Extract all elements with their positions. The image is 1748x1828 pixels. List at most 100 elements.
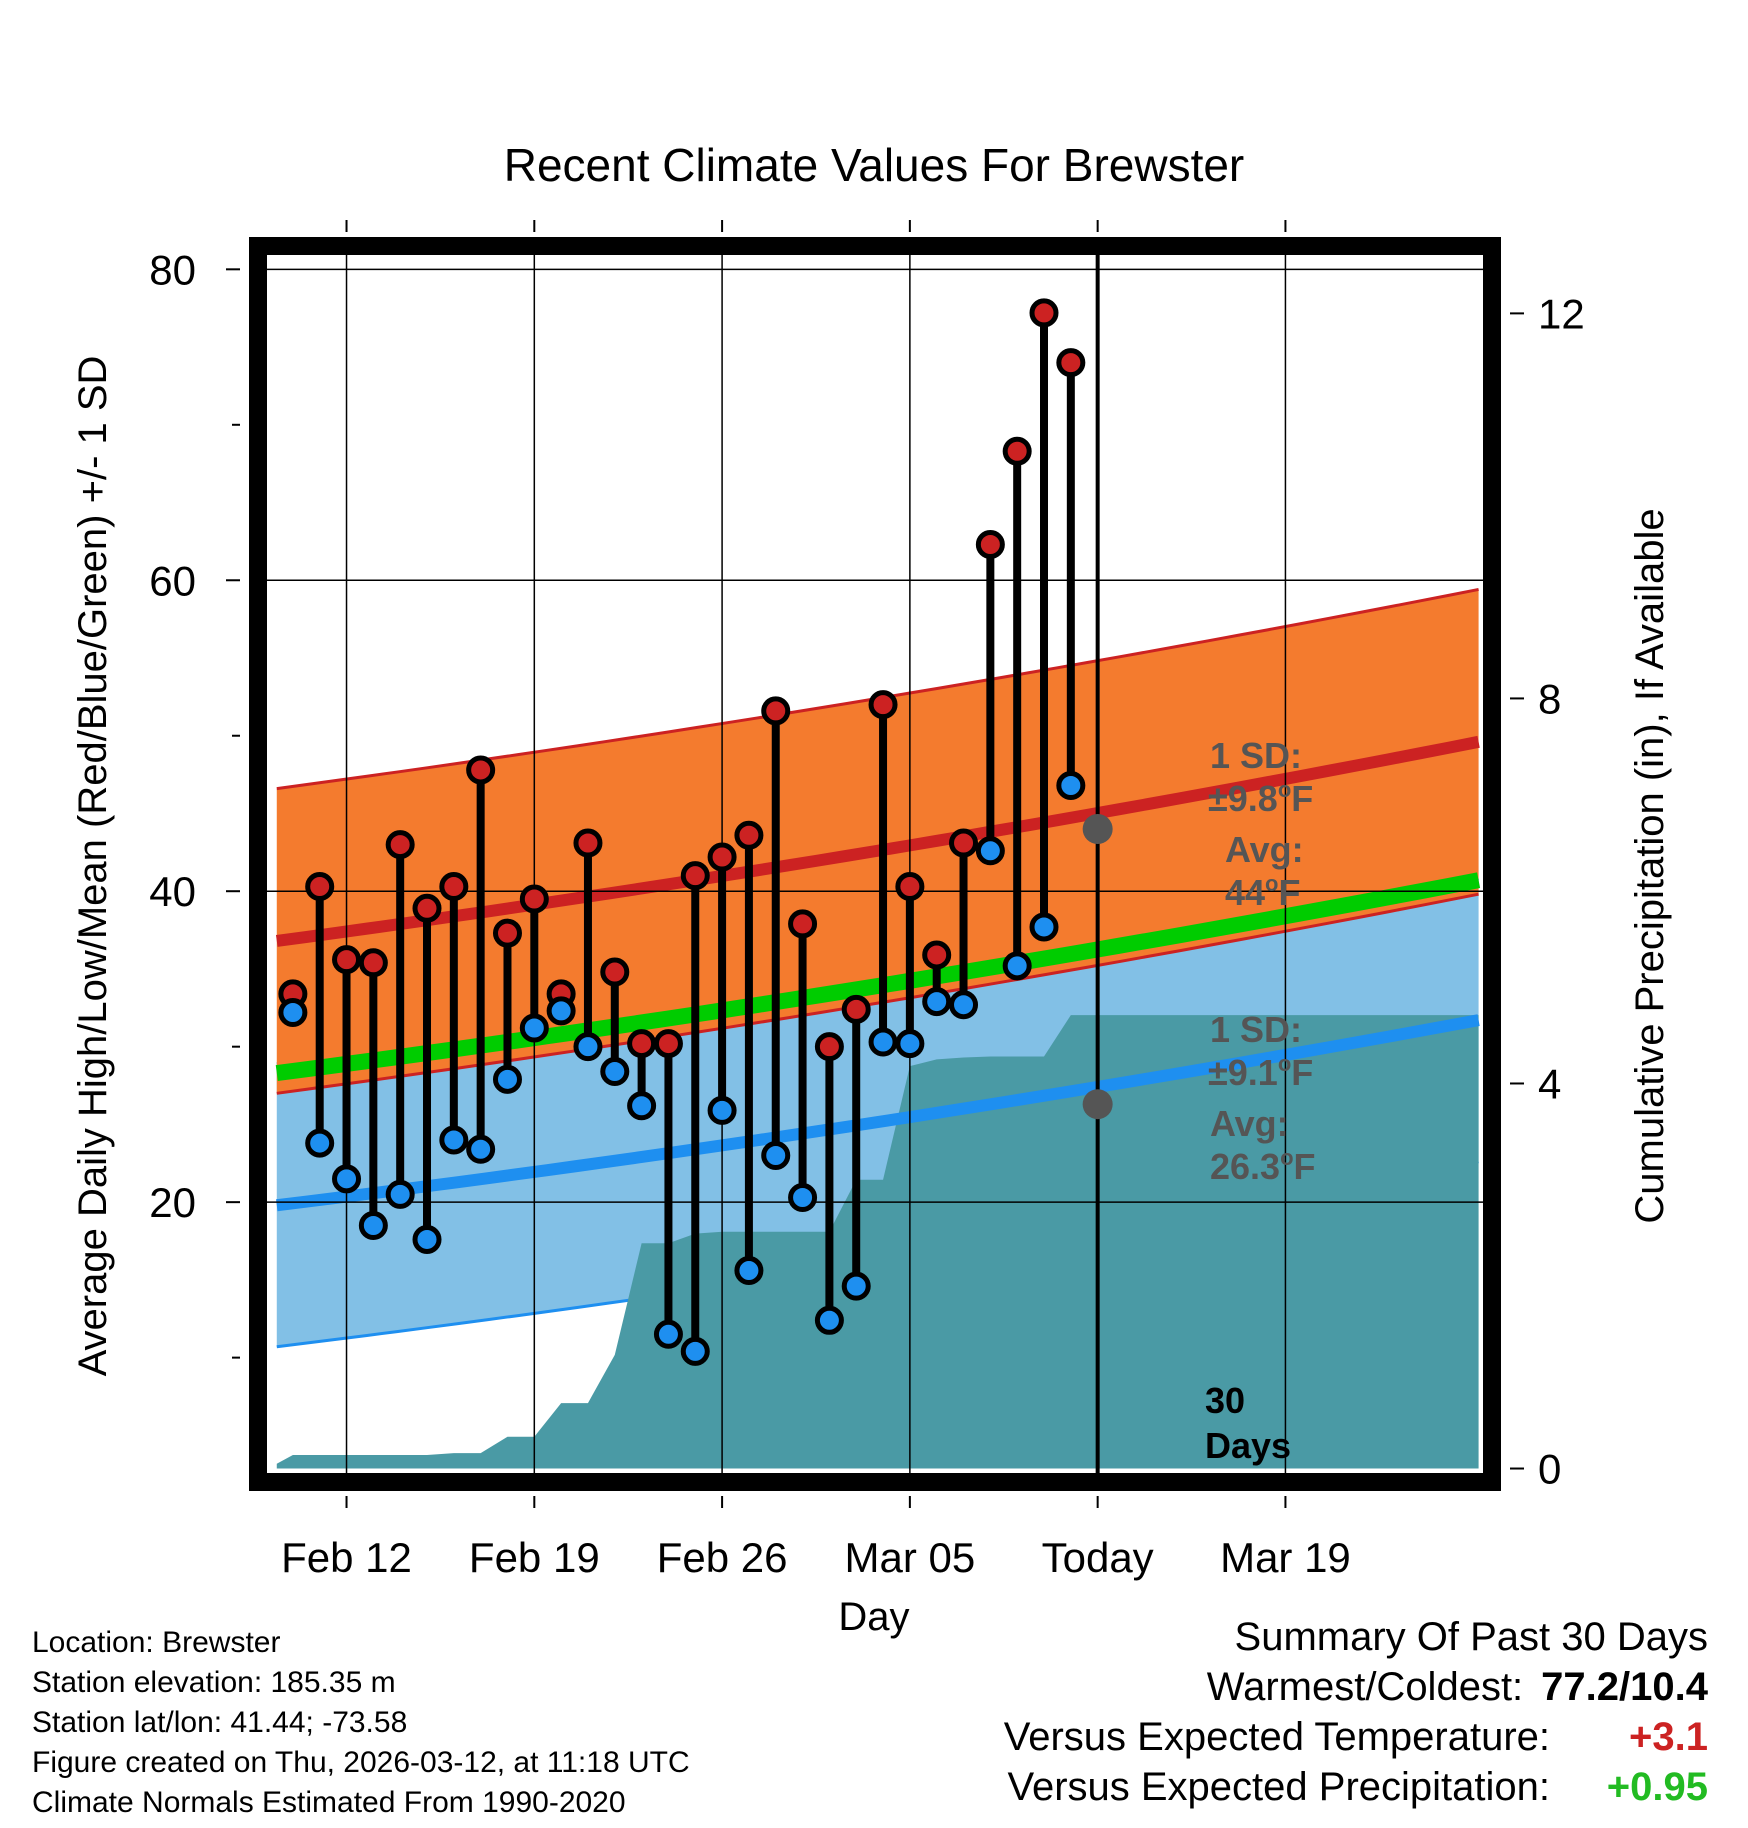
high-temp-point: [922, 940, 952, 970]
y2-tick-label: 12: [1538, 290, 1585, 337]
chart-title: Recent Climate Values For Brewster: [504, 139, 1245, 191]
low-temp-point: [519, 1013, 549, 1043]
y2-tick-label: 4: [1538, 1060, 1561, 1107]
low-temp-point: [734, 1256, 764, 1286]
high-temp-point: [385, 830, 415, 860]
x-tick-label: Today: [1042, 1534, 1154, 1581]
info-normals: Climate Normals Estimated From 1990-2020: [32, 1786, 626, 1819]
today-days-label: 30 Days: [1205, 1380, 1291, 1466]
low-avg-value: 26.3oF: [1210, 1145, 1316, 1187]
high-temp-point: [627, 1029, 657, 1059]
normal-low-line: [276, 1014, 1480, 1212]
info-latlon: Station lat/lon: 41.44; -73.58: [32, 1706, 408, 1739]
low-temp-point: [546, 996, 576, 1026]
precip-area: [276, 1015, 1479, 1469]
info-created: Figure created on Thu, 2026-03-12, at 11…: [32, 1746, 690, 1779]
y-axis-label: Average Daily High/Low/Mean (Red/Blue/Gr…: [71, 356, 115, 1377]
normal-low-band: [276, 878, 1479, 1347]
high-temp-point: [814, 1032, 844, 1062]
y2-tick-label: 0: [1538, 1446, 1561, 1493]
x-tick-label: Feb 26: [657, 1534, 788, 1581]
high-temp-point: [653, 1029, 683, 1059]
summary-temp-value: +3.1: [1629, 1715, 1708, 1759]
summary-temp-label: Versus Expected Temperature:: [1003, 1715, 1550, 1759]
x-tick-spacer: [232, 220, 1098, 232]
x-tick-spacer: [232, 220, 1285, 232]
info-location: Location: Brewster: [32, 1626, 281, 1659]
low-temp-point: [949, 990, 979, 1020]
low-temp-point: [573, 1032, 603, 1062]
high-sd-label: 1 SD:: [1210, 735, 1302, 776]
low-temp-point: [922, 987, 952, 1017]
low-sd-label: 1 SD:: [1210, 1009, 1302, 1050]
high-temp-point: [600, 957, 630, 987]
low-temp-point: [1029, 912, 1059, 942]
high-sd-value: ±9.8oF: [1208, 777, 1313, 819]
low-temp-point: [707, 1095, 737, 1125]
y-tick-label: 40: [149, 868, 196, 915]
high-avg-label: Avg:: [1225, 829, 1304, 870]
high-temp-point: [305, 872, 335, 902]
low-temp-point: [439, 1125, 469, 1155]
low-temp-point: [627, 1091, 657, 1121]
high-avg-value: 44oF: [1225, 871, 1301, 913]
low-temp-point: [1002, 951, 1032, 981]
low-temp-point: [412, 1224, 442, 1254]
low-temp-point: [305, 1128, 335, 1158]
high-temp-point: [895, 872, 925, 902]
high-temp-point: [841, 994, 871, 1024]
low-temp-point: [466, 1134, 496, 1164]
station-info: Location: Brewster Station elevation: 18…: [32, 1623, 690, 1823]
x-tick-spacer: [232, 220, 910, 232]
high-temp-point: [975, 530, 1005, 560]
high-temp-point: [358, 948, 388, 978]
low-avg-marker: [1082, 1089, 1113, 1120]
high-temp-point: [1029, 298, 1059, 328]
low-temp-point: [278, 997, 308, 1027]
summary-title: Summary Of Past 30 Days: [1234, 1615, 1708, 1659]
high-temp-point: [519, 884, 549, 914]
high-temp-point: [680, 861, 710, 891]
high-temp-point: [332, 945, 362, 975]
low-sd-value: ±9.1oF: [1208, 1051, 1313, 1093]
low-temp-point: [653, 1319, 683, 1349]
high-temp-point: [412, 893, 442, 923]
summary-precip-label: Versus Expected Precipitation:: [1007, 1765, 1550, 1809]
plot-frame: [249, 237, 1501, 1491]
low-temp-point: [680, 1336, 710, 1366]
low-temp-point: [1056, 770, 1086, 800]
high-temp-point: [573, 828, 603, 858]
x-tick-label: Mar 05: [845, 1534, 976, 1581]
low-temp-point: [788, 1182, 818, 1212]
high-temp-point: [761, 696, 791, 726]
high-temp-point: [707, 842, 737, 872]
x-axis-label: Day: [838, 1595, 909, 1639]
high-temp-point: [734, 820, 764, 850]
high-temp-point: [949, 828, 979, 858]
y2-axis-label: Cumulative Precipitation (in), If Availa…: [1628, 508, 1672, 1223]
low-temp-point: [600, 1057, 630, 1087]
x-tick-label: Feb 12: [281, 1534, 412, 1581]
low-temp-point: [385, 1179, 415, 1209]
low-temp-point: [975, 836, 1005, 866]
summary-precip-value: +0.95: [1606, 1765, 1708, 1809]
info-elevation: Station elevation: 185.35 m: [32, 1666, 396, 1699]
high-avg-marker: [1082, 814, 1113, 845]
y2-tick-label: 8: [1538, 675, 1561, 722]
annotations: 1 SD: ±9.8oF Avg: 44oF 1 SD: ±9.1oF Avg:…: [1205, 735, 1316, 1466]
high-temp-point: [439, 872, 469, 902]
low-avg-label: Avg:: [1210, 1103, 1289, 1144]
x-tick-spacer: [232, 220, 347, 232]
normal-high-band: [276, 589, 1479, 1094]
low-temp-point: [868, 1027, 898, 1057]
high-temp-point: [1056, 348, 1086, 378]
y-tick-label: 60: [149, 557, 196, 604]
summary-warmest-row: Warmest/Coldest: 77.2/10.4: [1004, 1662, 1708, 1712]
plot-area: Feb 12 Feb 19 Feb 26 Mar 05 Today Mar 1920406…: [149, 220, 1585, 1581]
x-tick-label: Mar 19: [1220, 1534, 1351, 1581]
summary-warmest-value: 77.2/10.4: [1541, 1665, 1708, 1709]
summary-precip-row: Versus Expected Precipitation: +0.95: [1004, 1762, 1708, 1812]
low-temp-point: [332, 1164, 362, 1194]
y-tick-label: 80: [149, 246, 196, 293]
